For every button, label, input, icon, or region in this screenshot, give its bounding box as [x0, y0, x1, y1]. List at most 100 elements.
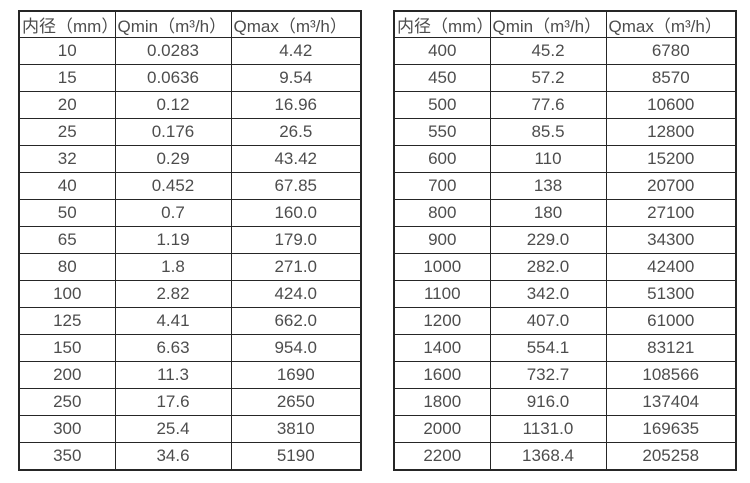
cell: 450 — [393, 64, 491, 92]
header-row: 内径（mm） Qmin（m³/h） Qmax（m³/h） — [18, 10, 362, 38]
col-header-qmin: Qmin（m³/h） — [114, 10, 232, 38]
cell: 43.42 — [230, 145, 362, 173]
cell: 85.5 — [489, 118, 607, 146]
cell: 1690 — [230, 361, 362, 389]
cell: 2200 — [393, 442, 491, 471]
cell: 4.42 — [230, 37, 362, 65]
col-header-qmax: Qmax（m³/h） — [605, 10, 737, 38]
table-row: 40 0.452 67.85 — [18, 172, 362, 200]
flow-rate-tables-page: 内径（mm） Qmin（m³/h） Qmax（m³/h） 10 0.0283 4.4… — [18, 10, 737, 471]
table-row: 350 34.6 5190 — [18, 442, 362, 471]
cell: 0.0283 — [114, 37, 232, 65]
cell: 42400 — [605, 253, 737, 281]
cell: 50 — [18, 199, 116, 227]
cell: 916.0 — [489, 388, 607, 416]
table-row: 700 138 20700 — [393, 172, 737, 200]
cell: 34300 — [605, 226, 737, 254]
flow-table-large-diameters: 内径（mm） Qmin（m³/h） Qmax（m³/h） 400 45.2 6780… — [393, 10, 737, 471]
table-row: 1800 916.0 137404 — [393, 388, 737, 416]
cell: 51300 — [605, 280, 737, 308]
table-row: 450 57.2 8570 — [393, 64, 737, 92]
cell: 25 — [18, 118, 116, 146]
cell: 3810 — [230, 415, 362, 443]
cell: 800 — [393, 199, 491, 227]
table-row: 20 0.12 16.96 — [18, 91, 362, 119]
cell: 1200 — [393, 307, 491, 335]
cell: 45.2 — [489, 37, 607, 65]
cell: 250 — [18, 388, 116, 416]
cell: 80 — [18, 253, 116, 281]
flow-table-small-diameters: 内径（mm） Qmin（m³/h） Qmax（m³/h） 10 0.0283 4.4… — [18, 10, 362, 471]
table-row: 1000 282.0 42400 — [393, 253, 737, 281]
cell: 500 — [393, 91, 491, 119]
cell: 57.2 — [489, 64, 607, 92]
table-row: 900 229.0 34300 — [393, 226, 737, 254]
cell: 271.0 — [230, 253, 362, 281]
table-row: 25 0.176 26.5 — [18, 118, 362, 146]
cell: 0.29 — [114, 145, 232, 173]
table-row: 50 0.7 160.0 — [18, 199, 362, 227]
cell: 67.85 — [230, 172, 362, 200]
cell: 61000 — [605, 307, 737, 335]
cell: 229.0 — [489, 226, 607, 254]
cell: 12800 — [605, 118, 737, 146]
cell: 1.8 — [114, 253, 232, 281]
cell: 6.63 — [114, 334, 232, 362]
cell: 1400 — [393, 334, 491, 362]
cell: 342.0 — [489, 280, 607, 308]
cell: 160.0 — [230, 199, 362, 227]
cell: 300 — [18, 415, 116, 443]
cell: 11.3 — [114, 361, 232, 389]
cell: 1368.4 — [489, 442, 607, 471]
cell: 125 — [18, 307, 116, 335]
table-row: 300 25.4 3810 — [18, 415, 362, 443]
table-row: 100 2.82 424.0 — [18, 280, 362, 308]
cell: 2.82 — [114, 280, 232, 308]
cell: 108566 — [605, 361, 737, 389]
header-row: 内径（mm） Qmin（m³/h） Qmax（m³/h） — [393, 10, 737, 38]
cell: 137404 — [605, 388, 737, 416]
cell: 554.1 — [489, 334, 607, 362]
table-row: 1400 554.1 83121 — [393, 334, 737, 362]
col-header-inner-diameter: 内径（mm） — [393, 10, 491, 38]
cell: 10 — [18, 37, 116, 65]
cell: 8570 — [605, 64, 737, 92]
cell: 700 — [393, 172, 491, 200]
cell: 0.452 — [114, 172, 232, 200]
cell: 1000 — [393, 253, 491, 281]
table-row: 80 1.8 271.0 — [18, 253, 362, 281]
cell: 350 — [18, 442, 116, 471]
cell: 0.0636 — [114, 64, 232, 92]
cell: 900 — [393, 226, 491, 254]
cell: 9.54 — [230, 64, 362, 92]
cell: 32 — [18, 145, 116, 173]
cell: 15200 — [605, 145, 737, 173]
cell: 1.19 — [114, 226, 232, 254]
cell: 732.7 — [489, 361, 607, 389]
cell: 179.0 — [230, 226, 362, 254]
cell: 138 — [489, 172, 607, 200]
table-row: 1100 342.0 51300 — [393, 280, 737, 308]
table-row: 200 11.3 1690 — [18, 361, 362, 389]
cell: 5190 — [230, 442, 362, 471]
col-header-qmin: Qmin（m³/h） — [489, 10, 607, 38]
table-row: 800 180 27100 — [393, 199, 737, 227]
cell: 2650 — [230, 388, 362, 416]
cell: 77.6 — [489, 91, 607, 119]
cell: 16.96 — [230, 91, 362, 119]
cell: 1800 — [393, 388, 491, 416]
cell: 15 — [18, 64, 116, 92]
table-row: 125 4.41 662.0 — [18, 307, 362, 335]
cell: 200 — [18, 361, 116, 389]
cell: 40 — [18, 172, 116, 200]
cell: 1131.0 — [489, 415, 607, 443]
table-row: 500 77.6 10600 — [393, 91, 737, 119]
cell: 110 — [489, 145, 607, 173]
cell: 6780 — [605, 37, 737, 65]
cell: 150 — [18, 334, 116, 362]
cell: 662.0 — [230, 307, 362, 335]
table-row: 2200 1368.4 205258 — [393, 442, 737, 471]
table-row: 1600 732.7 108566 — [393, 361, 737, 389]
cell: 34.6 — [114, 442, 232, 471]
cell: 25.4 — [114, 415, 232, 443]
